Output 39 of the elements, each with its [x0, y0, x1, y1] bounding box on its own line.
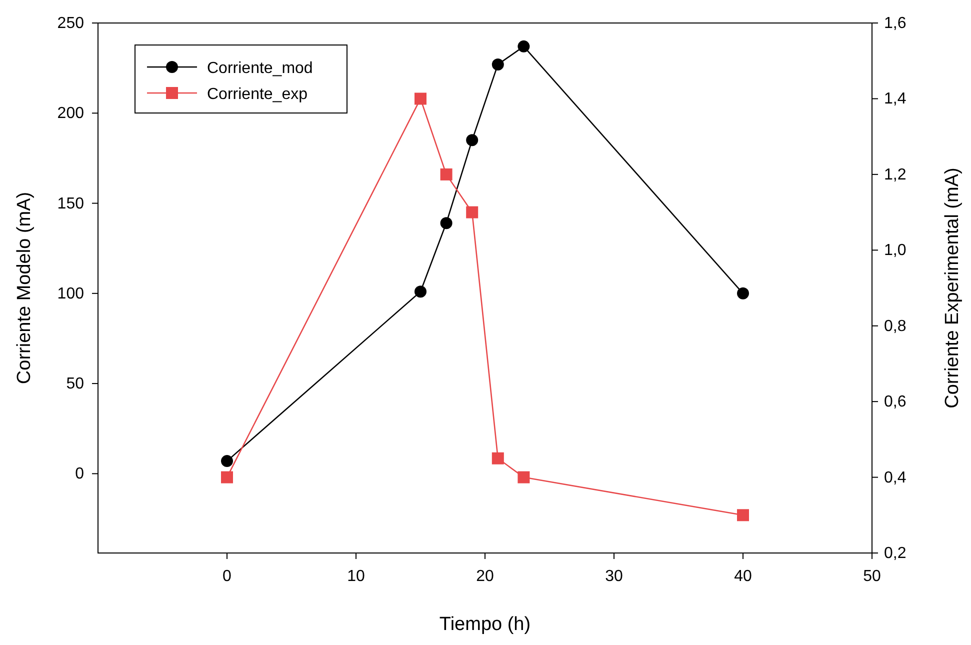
y2-tick-label: 0,4 — [884, 469, 906, 486]
point — [221, 455, 233, 468]
y2-tick-label: 0,8 — [884, 318, 906, 335]
point — [737, 509, 749, 522]
y-tick-label: 150 — [57, 195, 84, 212]
y-tick-label: 200 — [57, 105, 84, 122]
legend-label: Corriente_exp — [207, 86, 308, 103]
y2-tick-label: 1,0 — [884, 242, 906, 260]
point — [440, 168, 452, 180]
x-tick-label: 40 — [734, 568, 752, 585]
y-tick-label: 100 — [57, 285, 84, 302]
point — [737, 287, 749, 300]
point — [518, 40, 530, 52]
point — [518, 471, 530, 484]
point — [466, 206, 478, 218]
y2-tick-label: 0,6 — [884, 394, 906, 411]
x-tick-label: 10 — [347, 568, 365, 585]
y2-axis-title: Corriente Experimental (mA) — [942, 168, 963, 408]
point — [221, 471, 233, 484]
y2-tick-label: 0,2 — [884, 545, 906, 562]
point — [466, 134, 478, 146]
y-tick-label: 0 — [75, 466, 84, 483]
legend-label: Corriente_mod — [207, 60, 313, 77]
y-axis-title: Corriente Modelo (mA) — [14, 192, 35, 384]
point — [414, 286, 426, 298]
y-tick-label: 50 — [66, 376, 84, 393]
x-axis-title: Tiempo (h) — [439, 614, 531, 635]
x-tick-label: 50 — [863, 568, 881, 585]
y2-tick-label: 1,2 — [884, 166, 906, 184]
x-tick-label: 20 — [476, 568, 494, 585]
y2-tick-label: 1,4 — [884, 90, 906, 108]
x-tick-label: 0 — [222, 568, 232, 585]
y2-tick-label: 1,6 — [884, 15, 906, 32]
point — [440, 217, 452, 230]
point — [492, 58, 504, 70]
point — [492, 452, 504, 464]
y-tick-label: 250 — [57, 15, 84, 32]
point — [414, 92, 426, 105]
x-tick-label: 30 — [605, 568, 623, 585]
